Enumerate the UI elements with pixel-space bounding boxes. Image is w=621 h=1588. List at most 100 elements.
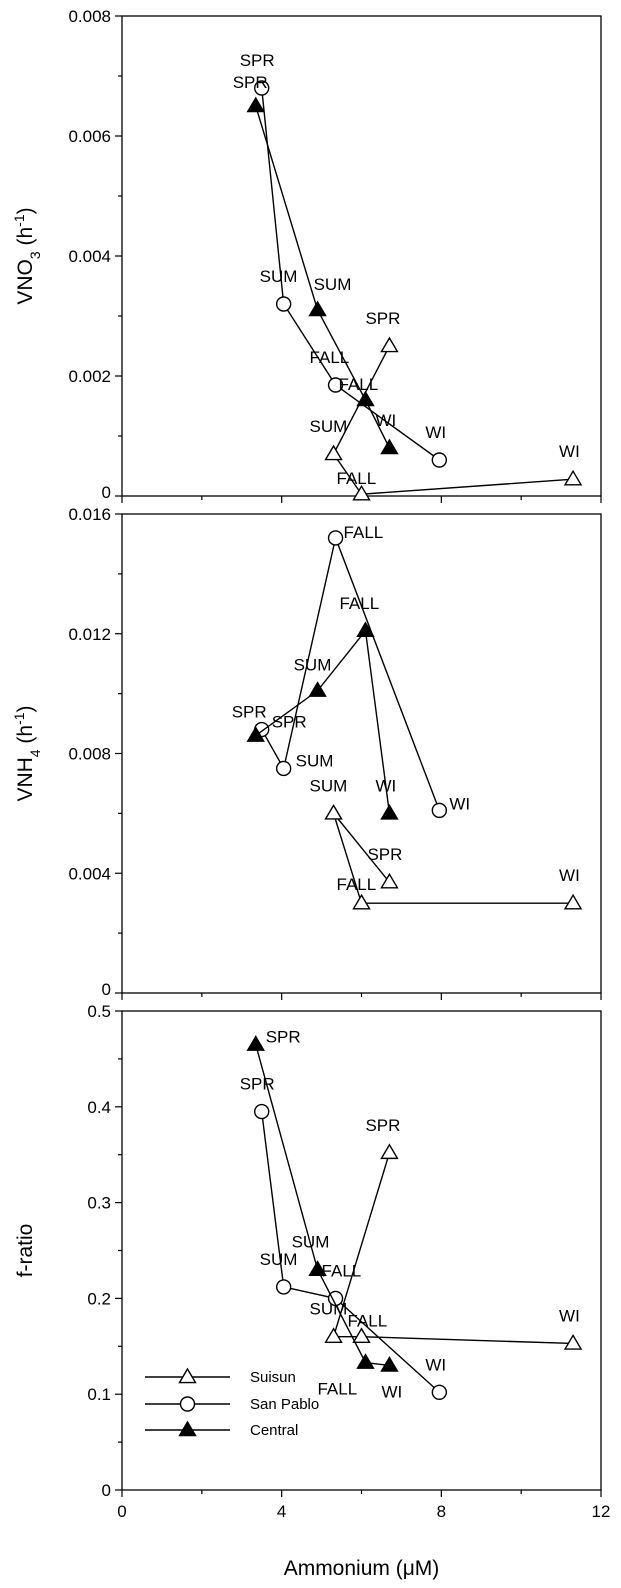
point-label: WI <box>449 794 470 813</box>
data-point <box>352 893 371 910</box>
panel-2: 0 0.004 0.008 0.012 0.016 VNH4 (h-1) SPR SUM FAL… <box>11 505 602 1000</box>
point-label: SUM <box>294 656 332 675</box>
series-suisun: SPR SUM FALL WI <box>310 309 583 501</box>
data-point <box>563 893 583 910</box>
y-tick-label: 0.002 <box>68 367 111 386</box>
point-label: SUM <box>296 751 334 770</box>
y-tick-label: 0.5 <box>87 1002 111 1021</box>
point-label: FALL <box>344 523 384 542</box>
y-tick-label: 0 <box>102 980 111 999</box>
data-point <box>352 1327 371 1344</box>
plot-frame <box>121 1010 602 1491</box>
data-point <box>324 1327 343 1344</box>
series-san-pablo: SPR SUM FALL WI <box>254 523 470 819</box>
point-label: SPR <box>365 309 400 328</box>
point-label: WI <box>559 866 580 885</box>
data-point <box>324 444 343 461</box>
x-tick-label: 8 <box>437 1502 446 1521</box>
legend-marker <box>178 1420 197 1437</box>
point-label: SPR <box>272 713 307 732</box>
y-tick-label: 0.004 <box>68 864 111 883</box>
series-line <box>332 1152 574 1345</box>
y-tick-label: 0.008 <box>68 745 111 764</box>
data-point <box>380 1356 399 1372</box>
y-tick-label: 0.1 <box>87 1385 111 1404</box>
x-tick-label: 4 <box>277 1502 286 1521</box>
data-point <box>356 621 375 638</box>
point-label: FALL <box>322 1261 362 1280</box>
x-axis-title: Ammonium (μM) <box>284 1557 440 1580</box>
data-point <box>308 681 327 697</box>
data-point <box>380 438 399 455</box>
data-point <box>352 484 371 501</box>
data-point <box>275 760 292 777</box>
series-line <box>261 535 440 811</box>
point-label: WI <box>425 1355 446 1374</box>
y-tick-label: 0.006 <box>68 127 111 146</box>
legend-label: Suisun <box>250 1369 296 1386</box>
data-point <box>308 300 327 317</box>
data-point <box>563 1334 583 1350</box>
y-tick-label: 0 <box>102 1481 111 1500</box>
data-point <box>308 1260 327 1276</box>
point-label: SPR <box>233 73 268 92</box>
point-label: WI <box>559 1306 580 1325</box>
y-tick-label: 0.016 <box>68 505 111 524</box>
data-point <box>246 726 265 742</box>
point-label: SUM <box>260 1250 298 1269</box>
data-point <box>380 872 399 889</box>
legend-marker <box>178 1367 197 1384</box>
point-label: FALL <box>310 348 350 367</box>
point-label: SUM <box>310 417 348 436</box>
data-point <box>254 1103 270 1120</box>
series-line <box>255 1044 390 1367</box>
point-label: FALL <box>337 469 377 488</box>
data-point <box>380 803 399 820</box>
data-point <box>380 336 399 353</box>
series-line <box>261 87 440 461</box>
data-point <box>327 530 344 546</box>
series-line <box>255 629 391 814</box>
legend: Suisun San Pablo Central <box>145 1367 319 1439</box>
series-line <box>261 1111 440 1393</box>
data-point <box>275 1279 292 1295</box>
point-label: WI <box>559 442 580 461</box>
data-point <box>254 80 270 96</box>
point-label: WI <box>375 411 396 430</box>
point-label: SPR <box>240 1075 275 1094</box>
y-tick-label: 0.4 <box>87 1098 111 1117</box>
point-label: WI <box>425 423 446 442</box>
legend-marker <box>179 1396 196 1412</box>
y-tick-label: 0.3 <box>87 1194 111 1213</box>
point-label: FALL <box>338 375 378 394</box>
point-label: SUM <box>310 776 348 795</box>
data-point <box>356 390 375 407</box>
point-label: FALL <box>317 1380 357 1399</box>
y-axis-title: VNO3 (h-1) <box>11 207 43 304</box>
data-point <box>246 96 265 113</box>
data-point <box>327 377 344 393</box>
legend-label: Central <box>250 1422 298 1439</box>
series-central: SPR SUM FALL WI <box>246 1028 402 1401</box>
point-label: FALL <box>339 594 379 613</box>
series-central: SPR SUM FALL WI <box>232 594 399 820</box>
point-label: SPR <box>266 1028 301 1047</box>
point-label: SUM <box>314 275 352 294</box>
point-label: SPR <box>232 703 267 722</box>
data-point <box>380 1143 399 1160</box>
data-point <box>356 1353 375 1369</box>
legend-label: San Pablo <box>250 1396 319 1413</box>
y-tick-label: 0.2 <box>87 1289 111 1308</box>
data-point <box>431 1384 448 1400</box>
data-point <box>563 469 583 486</box>
x-tick-label: 0 <box>117 1502 126 1521</box>
y-axis-title: f-ratio <box>14 1224 37 1278</box>
series-line <box>332 812 574 904</box>
series-san-pablo: SPR SUM FALL WI <box>240 1075 448 1400</box>
series-central: SPR SUM FALL WI <box>233 73 399 455</box>
series-san-pablo: SPR SUM FALL WI <box>240 51 448 468</box>
data-point <box>431 452 448 468</box>
